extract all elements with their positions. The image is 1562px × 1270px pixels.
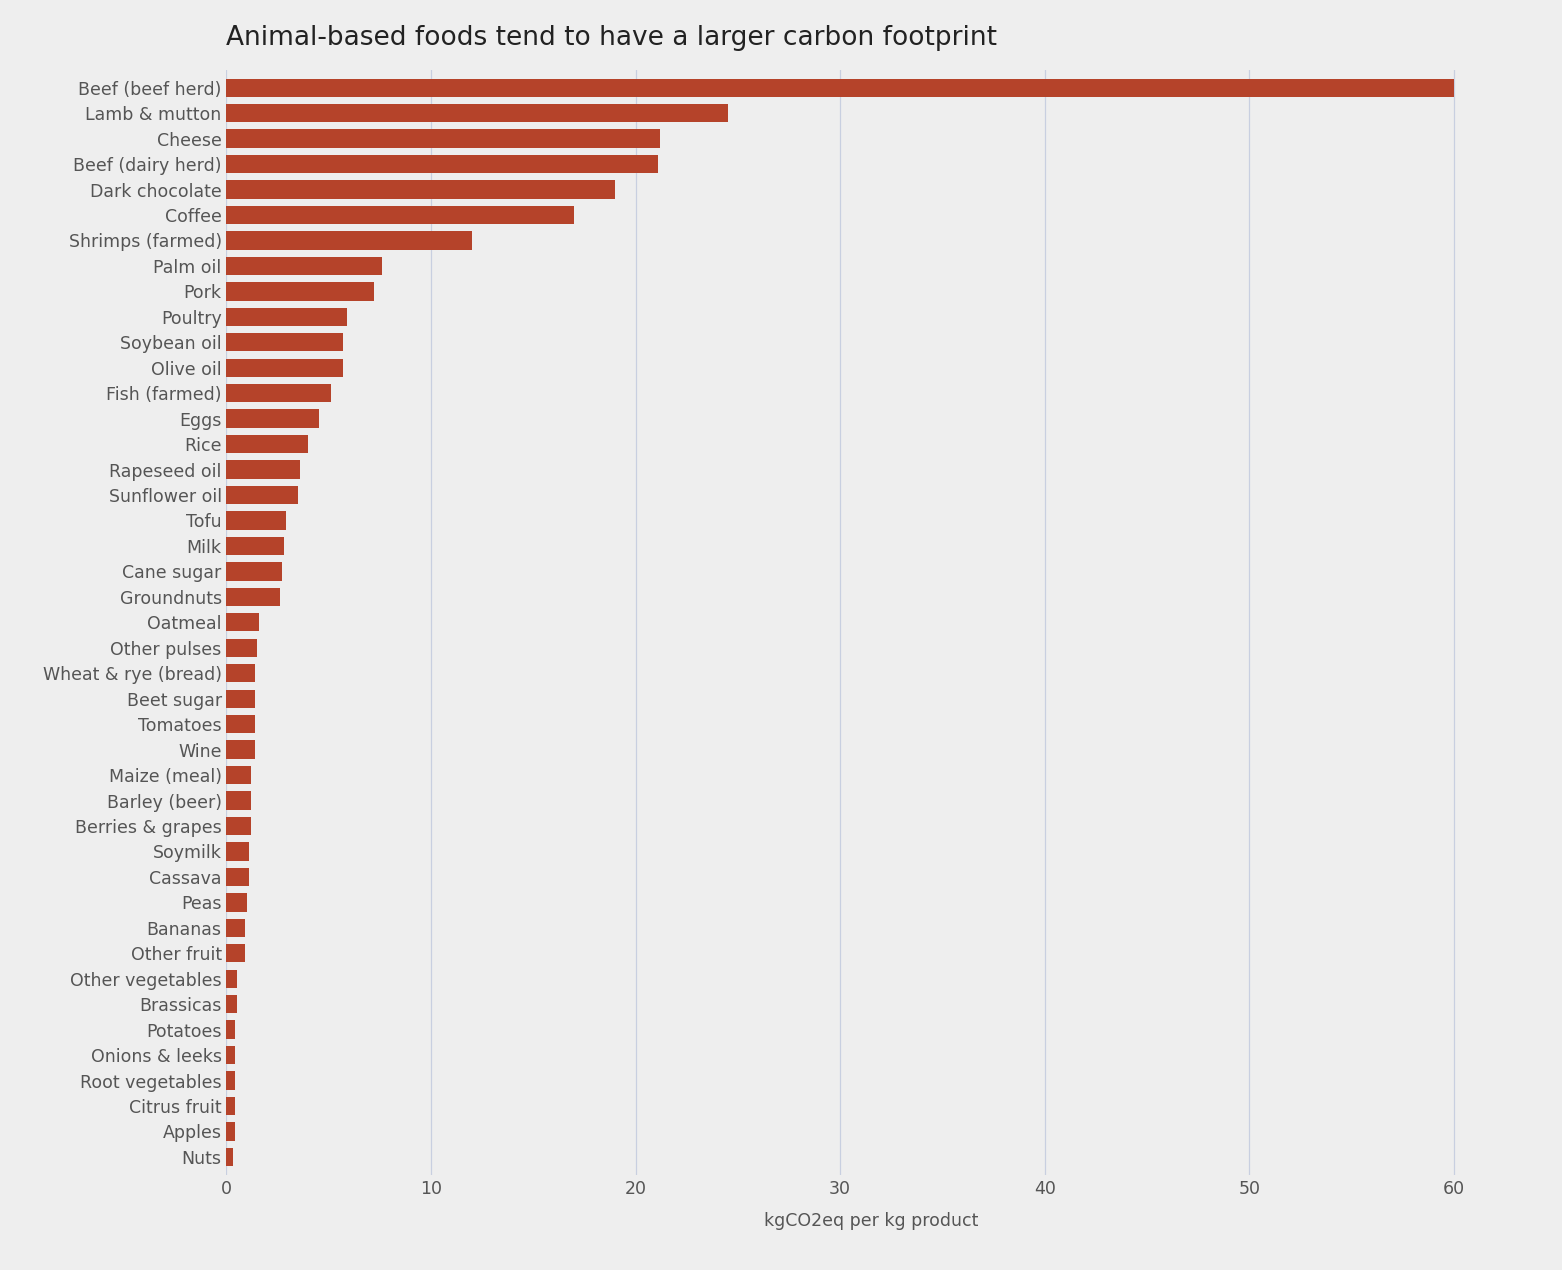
Bar bbox=[226, 282, 373, 301]
Bar bbox=[226, 563, 281, 580]
Bar bbox=[226, 918, 245, 937]
Bar bbox=[226, 1148, 233, 1166]
Bar bbox=[226, 817, 251, 836]
Bar bbox=[226, 715, 255, 733]
Bar bbox=[226, 639, 258, 657]
Bar bbox=[226, 257, 383, 276]
X-axis label: kgCO2eq per kg product: kgCO2eq per kg product bbox=[764, 1212, 978, 1229]
Bar bbox=[226, 358, 344, 377]
Bar bbox=[226, 155, 658, 173]
Bar bbox=[226, 867, 248, 886]
Bar bbox=[226, 588, 280, 606]
Bar bbox=[226, 842, 248, 861]
Bar bbox=[226, 79, 1454, 97]
Bar bbox=[226, 944, 245, 963]
Bar bbox=[226, 1021, 234, 1039]
Bar bbox=[226, 434, 308, 453]
Bar bbox=[226, 664, 255, 682]
Bar bbox=[226, 409, 319, 428]
Bar bbox=[226, 130, 661, 147]
Bar bbox=[226, 766, 251, 784]
Text: Animal-based foods tend to have a larger carbon footprint: Animal-based foods tend to have a larger… bbox=[226, 25, 998, 51]
Bar bbox=[226, 512, 286, 530]
Bar bbox=[226, 486, 298, 504]
Bar bbox=[226, 994, 237, 1013]
Bar bbox=[226, 1072, 234, 1090]
Bar bbox=[226, 537, 284, 555]
Bar bbox=[226, 231, 472, 250]
Bar bbox=[226, 690, 255, 707]
Bar bbox=[226, 1097, 234, 1115]
Bar bbox=[226, 1123, 234, 1140]
Bar bbox=[226, 461, 300, 479]
Bar bbox=[226, 893, 247, 912]
Bar bbox=[226, 740, 255, 758]
Bar bbox=[226, 333, 344, 352]
Bar bbox=[226, 104, 728, 122]
Bar bbox=[226, 1046, 234, 1064]
Bar bbox=[226, 307, 347, 326]
Bar bbox=[226, 206, 575, 224]
Bar bbox=[226, 791, 251, 810]
Bar bbox=[226, 613, 259, 631]
Bar bbox=[226, 180, 615, 198]
Bar bbox=[226, 969, 237, 988]
Bar bbox=[226, 384, 331, 403]
